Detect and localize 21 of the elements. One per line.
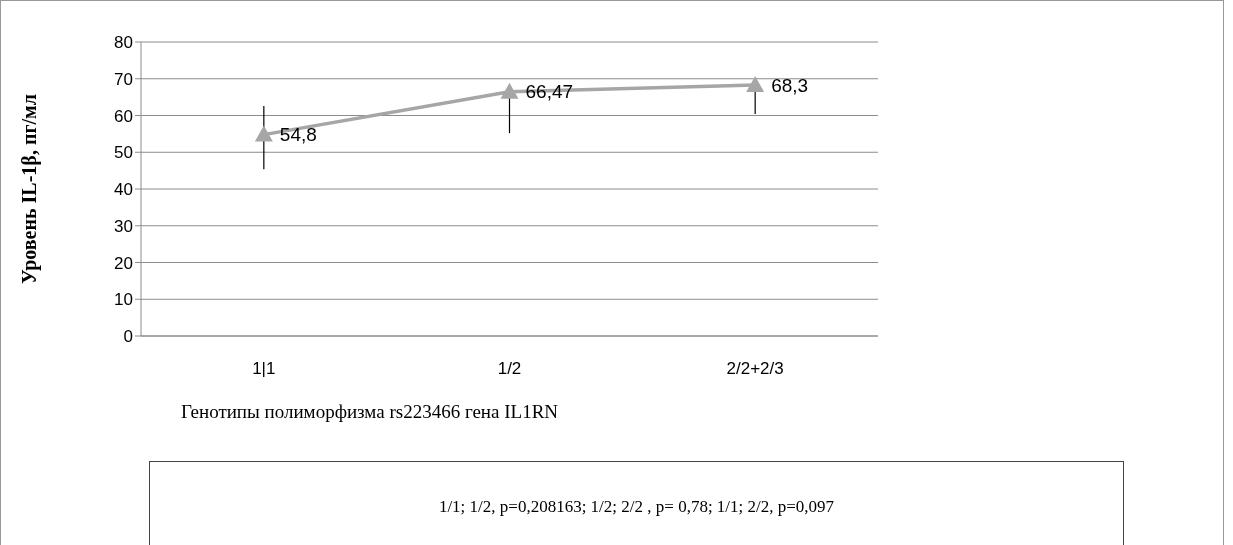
point	[500, 82, 519, 99]
x-tick-label: 1|1	[252, 359, 276, 379]
text: 1/1; 1/2, p=0,208163; 1/2; 2/2 , p= 0,78; 1/1; 2/2, p=0,097	[438, 496, 835, 517]
y-tick-label: 70	[114, 69, 133, 89]
y-tick-label: 60	[114, 106, 133, 126]
y-tick-label: 50	[114, 143, 133, 163]
y-tick-label: 30	[114, 216, 133, 236]
y-tick-label: 40	[114, 180, 133, 200]
data-label: 66,47	[525, 81, 574, 103]
y-tick-label: 10	[114, 290, 133, 310]
point	[746, 76, 765, 92]
x-tick-label: 1/2	[497, 359, 522, 379]
y-tick-label: 0	[123, 327, 133, 347]
point	[254, 125, 273, 142]
y-axis-title: Уровень IL-1β, пг/мл	[17, 94, 41, 284]
x-tick-label: 2/2+2/3	[726, 359, 784, 379]
data-label: 54,8	[279, 124, 317, 146]
data-label: 68,3	[771, 74, 809, 96]
y-tick-label: 80	[114, 33, 133, 53]
x-axis-title: Генотипы полиморфизма rs223466 гена IL1RN	[181, 401, 559, 423]
y-tick-label: 20	[114, 253, 133, 273]
